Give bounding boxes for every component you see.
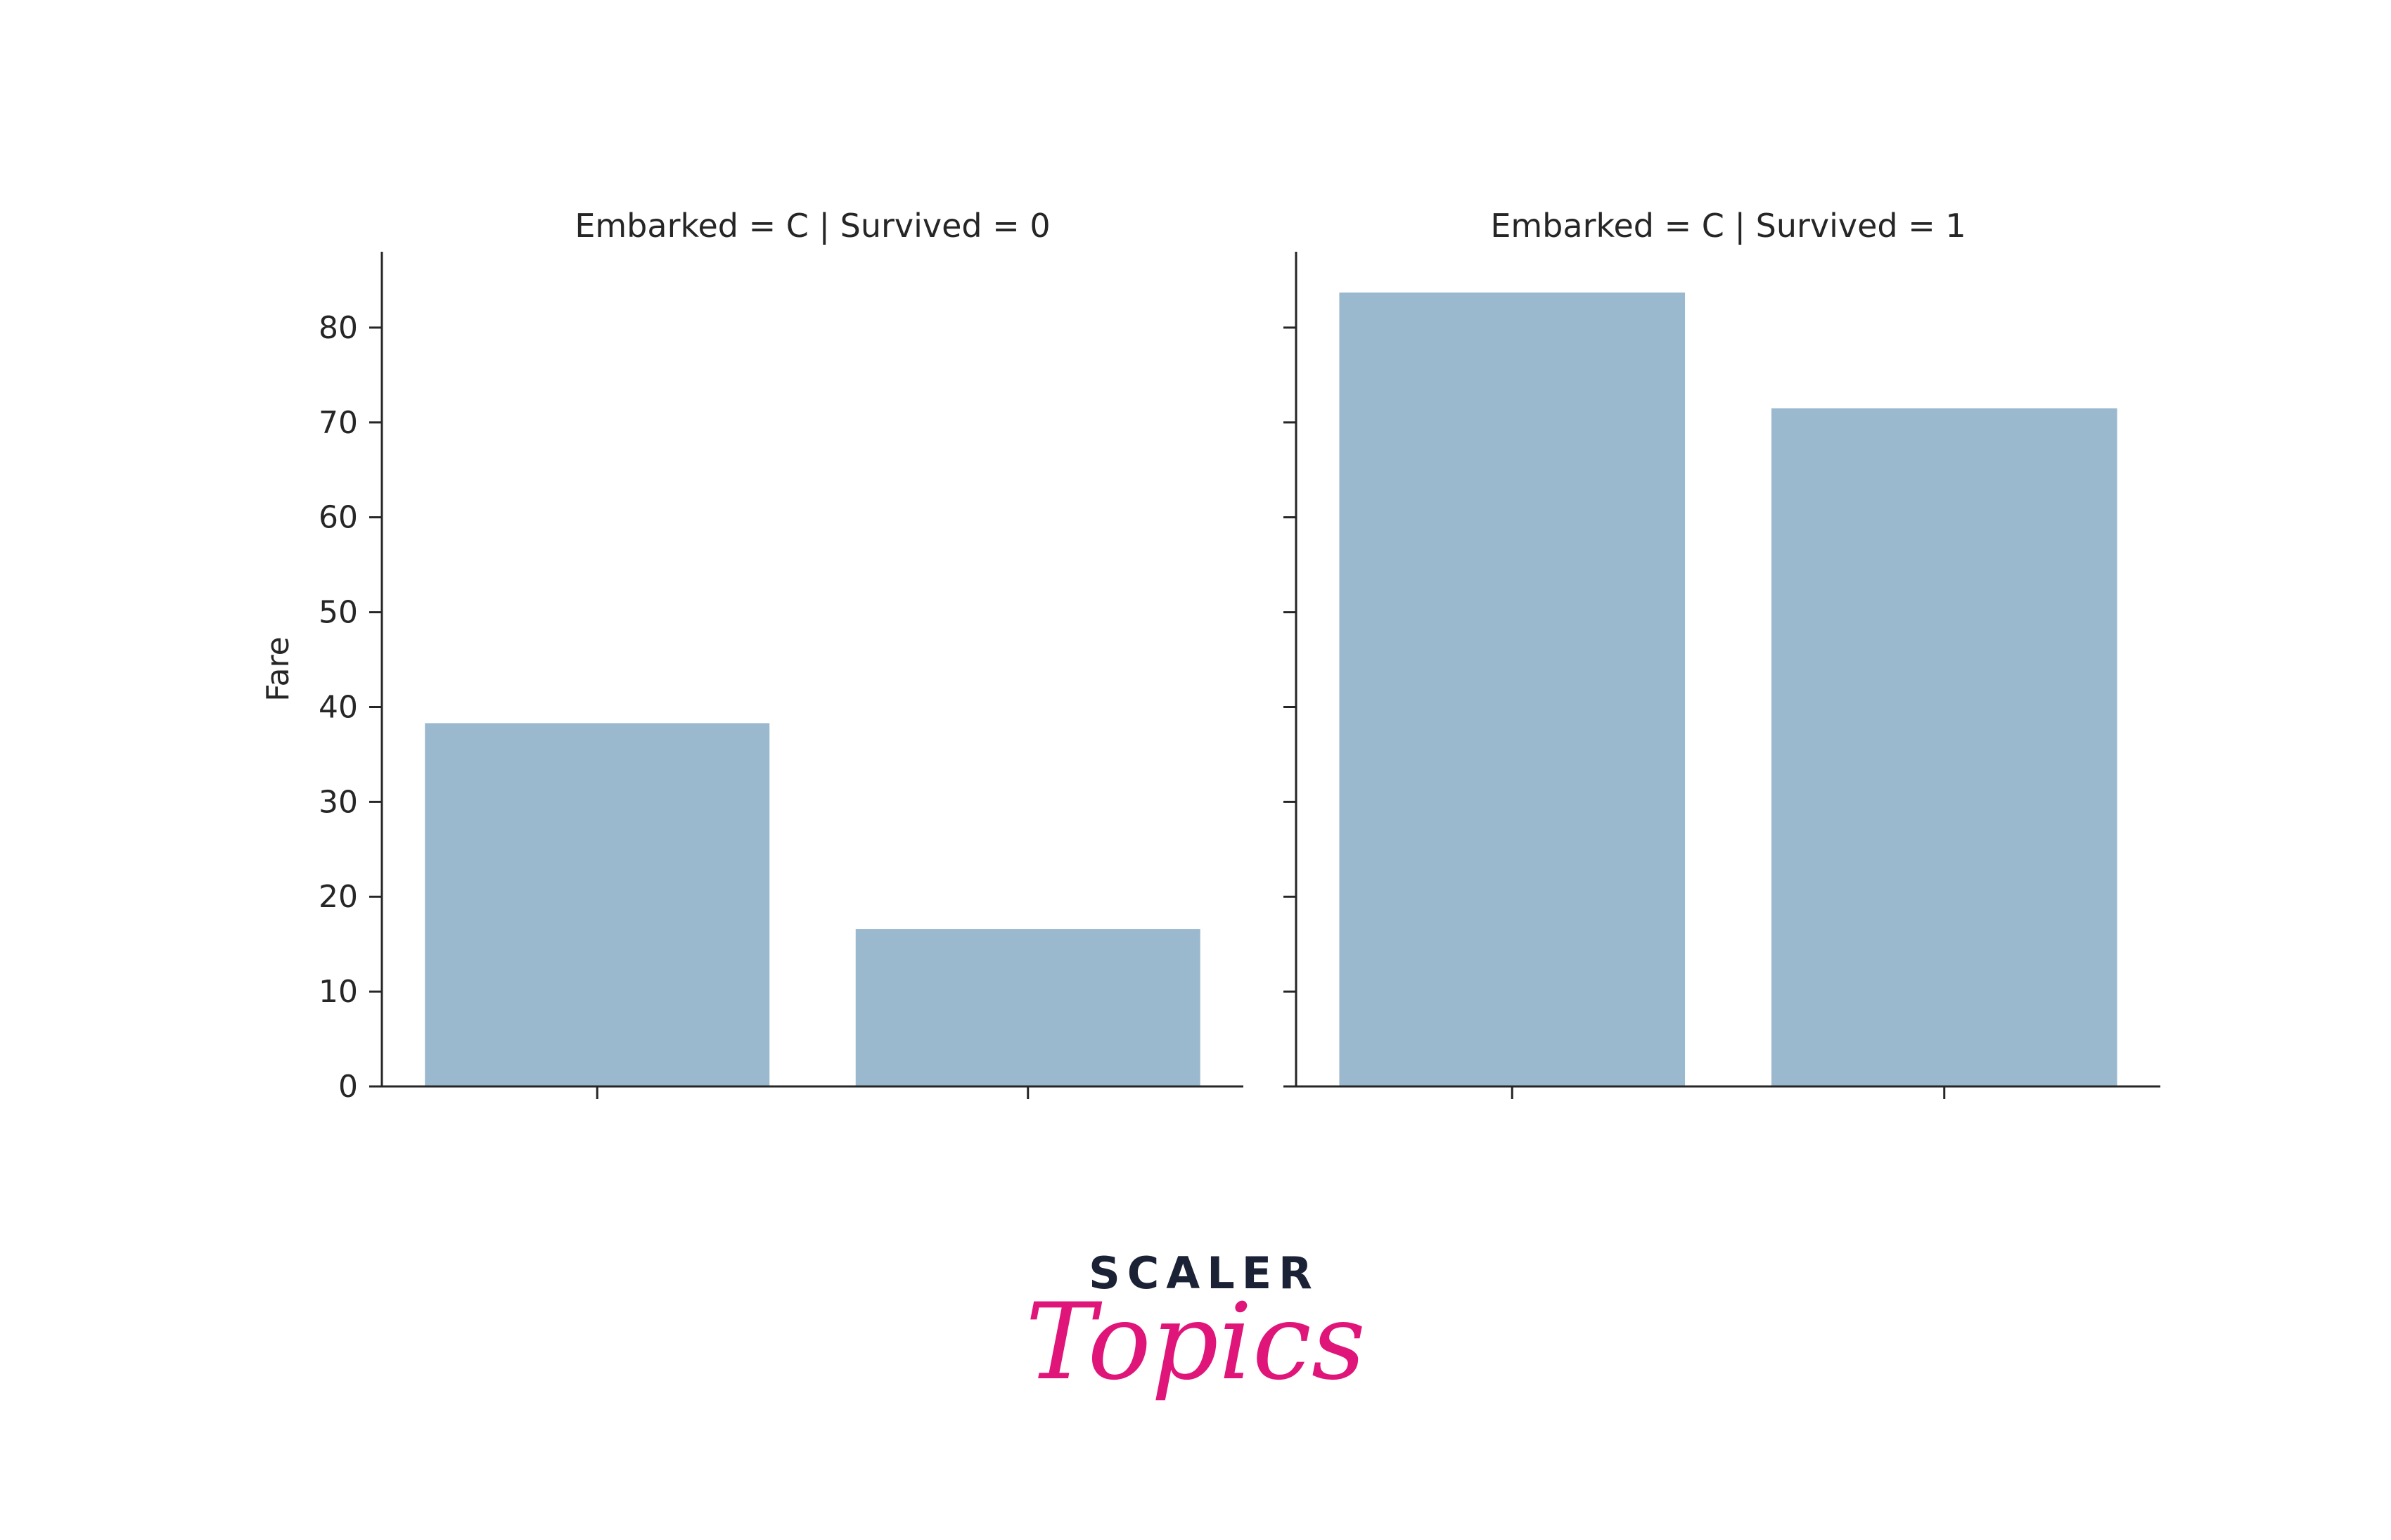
y-axis-label: Fare [260, 636, 296, 701]
brand-logo: SCALER Topics [1025, 1247, 1366, 1404]
chart-panel-survived-0: 0 10 20 30 40 50 60 70 80 Embarked = C | Survived… [260, 207, 1243, 1105]
y-tick-label-0-1: 10 [319, 974, 358, 1010]
y-tick-label-0-3: 30 [319, 784, 358, 820]
bar-1-0 [1339, 293, 1686, 1087]
brand-topics-text: Topics [1025, 1281, 1366, 1404]
y-tick-label-0-0: 0 [338, 1069, 358, 1105]
y-tick-label-0-5: 50 [319, 595, 358, 631]
bar-0-1 [855, 929, 1200, 1086]
y-tick-label-0-6: 60 [319, 500, 358, 536]
brand-scaler-text: SCALER [1089, 1247, 1319, 1299]
panel-title-0: Embarked = C | Survived = 0 [575, 207, 1050, 245]
panel-title-1: Embarked = C | Survived = 1 [1490, 207, 1966, 245]
y-tick-label-0-8: 80 [319, 310, 358, 346]
bar-1-1 [1771, 408, 2117, 1086]
bar-0-0 [425, 723, 770, 1086]
y-tick-label-0-4: 40 [319, 689, 358, 725]
y-tick-label-0-7: 70 [319, 405, 358, 441]
chart-panel-survived-1: Embarked = C | Survived = 1 [1283, 207, 2160, 1099]
y-tick-label-0-2: 20 [319, 879, 358, 915]
